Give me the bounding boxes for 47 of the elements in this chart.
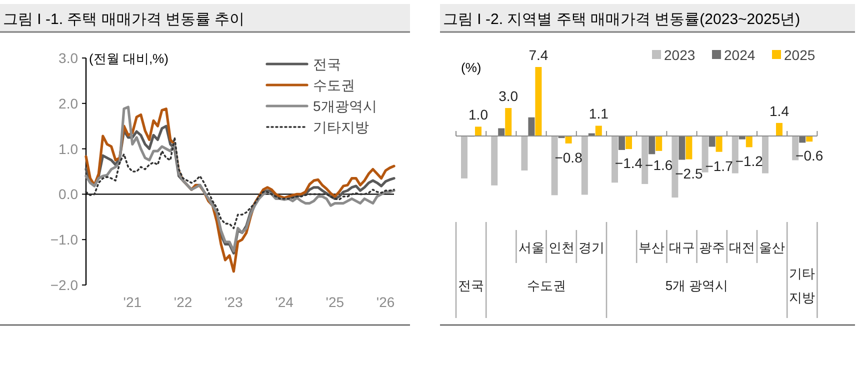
data-label: 3.0 xyxy=(498,88,518,104)
y-axis-title: (%) xyxy=(461,60,482,75)
y-tick-label: 0.0 xyxy=(58,186,78,202)
text: 전국 xyxy=(458,278,484,293)
x-tick-label: '21 xyxy=(123,294,142,310)
chart-title: 그림 I -1. 주택 매매가격 변동률 추이 xyxy=(3,11,245,28)
data-label: 1.1 xyxy=(588,106,609,122)
x-tick-label: 경기 xyxy=(578,240,604,255)
x-tick-label: 대전 xyxy=(728,240,755,255)
x-tick-label: 부산 xyxy=(638,240,665,255)
legend-label: 2024 xyxy=(724,47,756,63)
y-tick-label: −2.0 xyxy=(50,277,78,293)
legend-label: 수도권 xyxy=(313,77,355,93)
legend-label: 기타지방 xyxy=(313,119,369,135)
data-label: −1.2 xyxy=(735,153,764,170)
y-tick-label: −1.0 xyxy=(50,232,78,248)
x-tick-label: '24 xyxy=(275,294,294,310)
data-label: −0.6 xyxy=(796,148,824,164)
x-tick-label: '22 xyxy=(174,294,192,310)
y-tick-label: 1.0 xyxy=(58,140,78,157)
data-label: 7.4 xyxy=(528,47,548,63)
data-label: 1.4 xyxy=(770,102,790,119)
x-tick-label: '26 xyxy=(376,294,395,310)
data-label: −2.5 xyxy=(675,165,703,182)
chart-title: 그림 I -2. 지역별 주택 매매가격 변동률(2023~2025년) xyxy=(443,11,800,28)
data-label: −1.4 xyxy=(614,155,643,172)
legend-label: 2025 xyxy=(784,47,816,63)
text: 기타 지방 xyxy=(789,266,816,305)
x-tick-label: 인천 xyxy=(548,240,574,255)
y-axis-title: (전월 대비,%) xyxy=(89,51,168,66)
x-tick-label: 광주 xyxy=(698,240,725,255)
x-tick-label: '25 xyxy=(326,294,344,310)
legend-label: 2023 xyxy=(664,47,696,63)
x-tick-label: 울산 xyxy=(759,240,786,255)
data-label: −1.6 xyxy=(645,156,673,173)
data-label: −0.8 xyxy=(554,149,583,166)
legend-label: 5개광역시 xyxy=(313,98,377,114)
data-label: 1.0 xyxy=(468,106,488,123)
x-tick-label: 서울 xyxy=(518,240,544,255)
text: 수도권 xyxy=(526,278,566,293)
y-tick-label: 3.0 xyxy=(58,50,78,66)
text: 5개 광역시 xyxy=(665,278,728,293)
x-tick-label: 대구 xyxy=(668,240,695,255)
legend-label: 전국 xyxy=(313,56,341,72)
x-tick-label: '23 xyxy=(224,294,244,310)
data-label: −1.7 xyxy=(705,158,734,174)
y-tick-label: 2.0 xyxy=(58,95,78,112)
